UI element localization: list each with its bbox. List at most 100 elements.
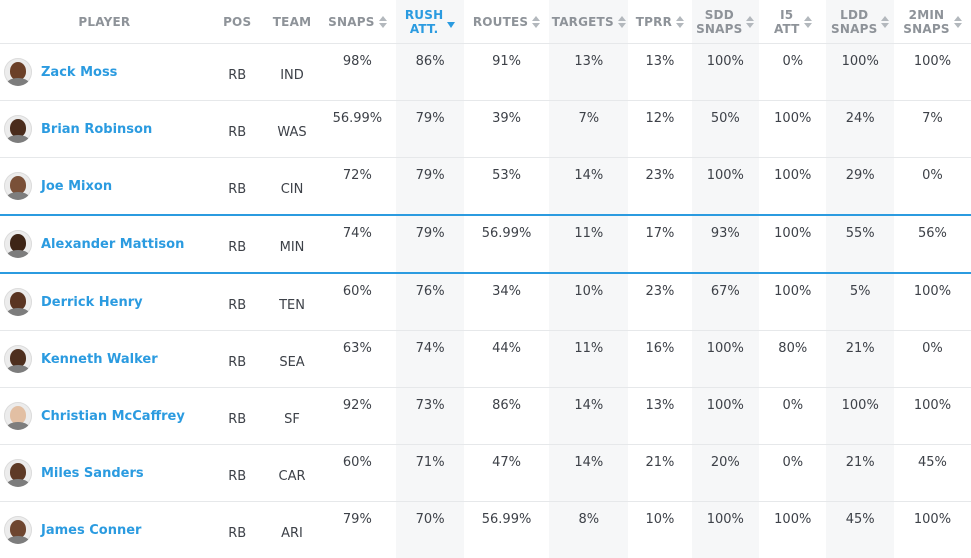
- sort-icon[interactable]: [746, 16, 754, 28]
- column-header-targets[interactable]: TARGETS: [549, 0, 628, 44]
- ldd-snaps-cell: 5%: [826, 273, 893, 331]
- pos-cell: RB: [209, 445, 266, 502]
- sort-icon[interactable]: [804, 16, 812, 28]
- player-cell: Zack Moss: [0, 44, 209, 101]
- sdd-snaps-cell: 100%: [692, 44, 759, 101]
- column-header-tprr[interactable]: TPRR: [628, 0, 691, 44]
- routes-cell: 47%: [464, 445, 549, 502]
- column-header-label: ROUTES: [473, 15, 528, 29]
- snaps-cell: 60%: [318, 445, 396, 502]
- player-name-link[interactable]: James Conner: [41, 523, 141, 538]
- player-cell: Alexander Mattison: [0, 215, 209, 273]
- sdd-snaps-cell: 100%: [692, 388, 759, 445]
- twomin-snaps-cell: 100%: [894, 388, 971, 445]
- snaps-cell: 60%: [318, 273, 396, 331]
- rush-att-cell: 76%: [396, 273, 463, 331]
- pos-cell: RB: [209, 44, 266, 101]
- player-name-link[interactable]: Kenneth Walker: [41, 352, 158, 367]
- sdd-snaps-cell: 100%: [692, 502, 759, 558]
- rush-att-cell: 71%: [396, 445, 463, 502]
- sort-desc-icon[interactable]: [447, 15, 455, 28]
- player-name-link[interactable]: Christian McCaffrey: [41, 409, 185, 424]
- sort-icon[interactable]: [881, 16, 889, 28]
- player-name-link[interactable]: Joe Mixon: [41, 179, 112, 194]
- column-header-routes[interactable]: ROUTES: [464, 0, 549, 44]
- player-name-link[interactable]: Miles Sanders: [41, 466, 144, 481]
- i5-att-cell: 100%: [759, 502, 826, 558]
- twomin-snaps-cell: 100%: [894, 44, 971, 101]
- tprr-cell: 17%: [628, 215, 691, 273]
- routes-cell: 56.99%: [464, 502, 549, 558]
- i5-att-cell: 100%: [759, 273, 826, 331]
- player-name-link[interactable]: Alexander Mattison: [41, 237, 184, 252]
- column-header-player: PLAYER: [0, 0, 209, 44]
- column-header-snaps[interactable]: SNAPS: [318, 0, 396, 44]
- player-cell: Miles Sanders: [0, 445, 209, 502]
- snaps-cell: 63%: [318, 331, 396, 388]
- tprr-cell: 23%: [628, 158, 691, 216]
- routes-cell: 91%: [464, 44, 549, 101]
- sdd-snaps-cell: 100%: [692, 331, 759, 388]
- i5-att-cell: 0%: [759, 44, 826, 101]
- targets-cell: 7%: [549, 101, 628, 158]
- team-cell: SF: [266, 388, 319, 445]
- column-header-team: TEAM: [266, 0, 319, 44]
- ldd-snaps-cell: 45%: [826, 502, 893, 558]
- routes-cell: 39%: [464, 101, 549, 158]
- sort-icon[interactable]: [618, 16, 626, 28]
- twomin-snaps-cell: 0%: [894, 331, 971, 388]
- player-name-link[interactable]: Brian Robinson: [41, 122, 152, 137]
- sort-icon[interactable]: [532, 16, 540, 28]
- team-cell: CAR: [266, 445, 319, 502]
- ldd-snaps-cell: 21%: [826, 331, 893, 388]
- sort-icon[interactable]: [676, 16, 684, 28]
- rush-att-cell: 74%: [396, 331, 463, 388]
- tprr-cell: 16%: [628, 331, 691, 388]
- targets-cell: 8%: [549, 502, 628, 558]
- i5-att-cell: 100%: [759, 158, 826, 216]
- player-name-link[interactable]: Derrick Henry: [41, 295, 143, 310]
- ldd-snaps-cell: 21%: [826, 445, 893, 502]
- ldd-snaps-cell: 24%: [826, 101, 893, 158]
- player-cell: Joe Mixon: [0, 158, 209, 216]
- snaps-cell: 72%: [318, 158, 396, 216]
- pos-cell: RB: [209, 388, 266, 445]
- rush-att-cell: 70%: [396, 502, 463, 558]
- tprr-cell: 10%: [628, 502, 691, 558]
- routes-cell: 53%: [464, 158, 549, 216]
- targets-cell: 14%: [549, 445, 628, 502]
- ldd-snaps-cell: 100%: [826, 44, 893, 101]
- player-cell: Christian McCaffrey: [0, 388, 209, 445]
- team-cell: WAS: [266, 101, 319, 158]
- routes-cell: 86%: [464, 388, 549, 445]
- column-header-label: POS: [223, 15, 251, 29]
- i5-att-cell: 100%: [759, 215, 826, 273]
- sort-icon[interactable]: [954, 16, 962, 28]
- player-avatar: [4, 58, 32, 86]
- player-avatar: [4, 345, 32, 373]
- pos-cell: RB: [209, 215, 266, 273]
- player-name-link[interactable]: Zack Moss: [41, 65, 117, 80]
- sort-icon[interactable]: [379, 16, 387, 28]
- tprr-cell: 23%: [628, 273, 691, 331]
- team-cell: SEA: [266, 331, 319, 388]
